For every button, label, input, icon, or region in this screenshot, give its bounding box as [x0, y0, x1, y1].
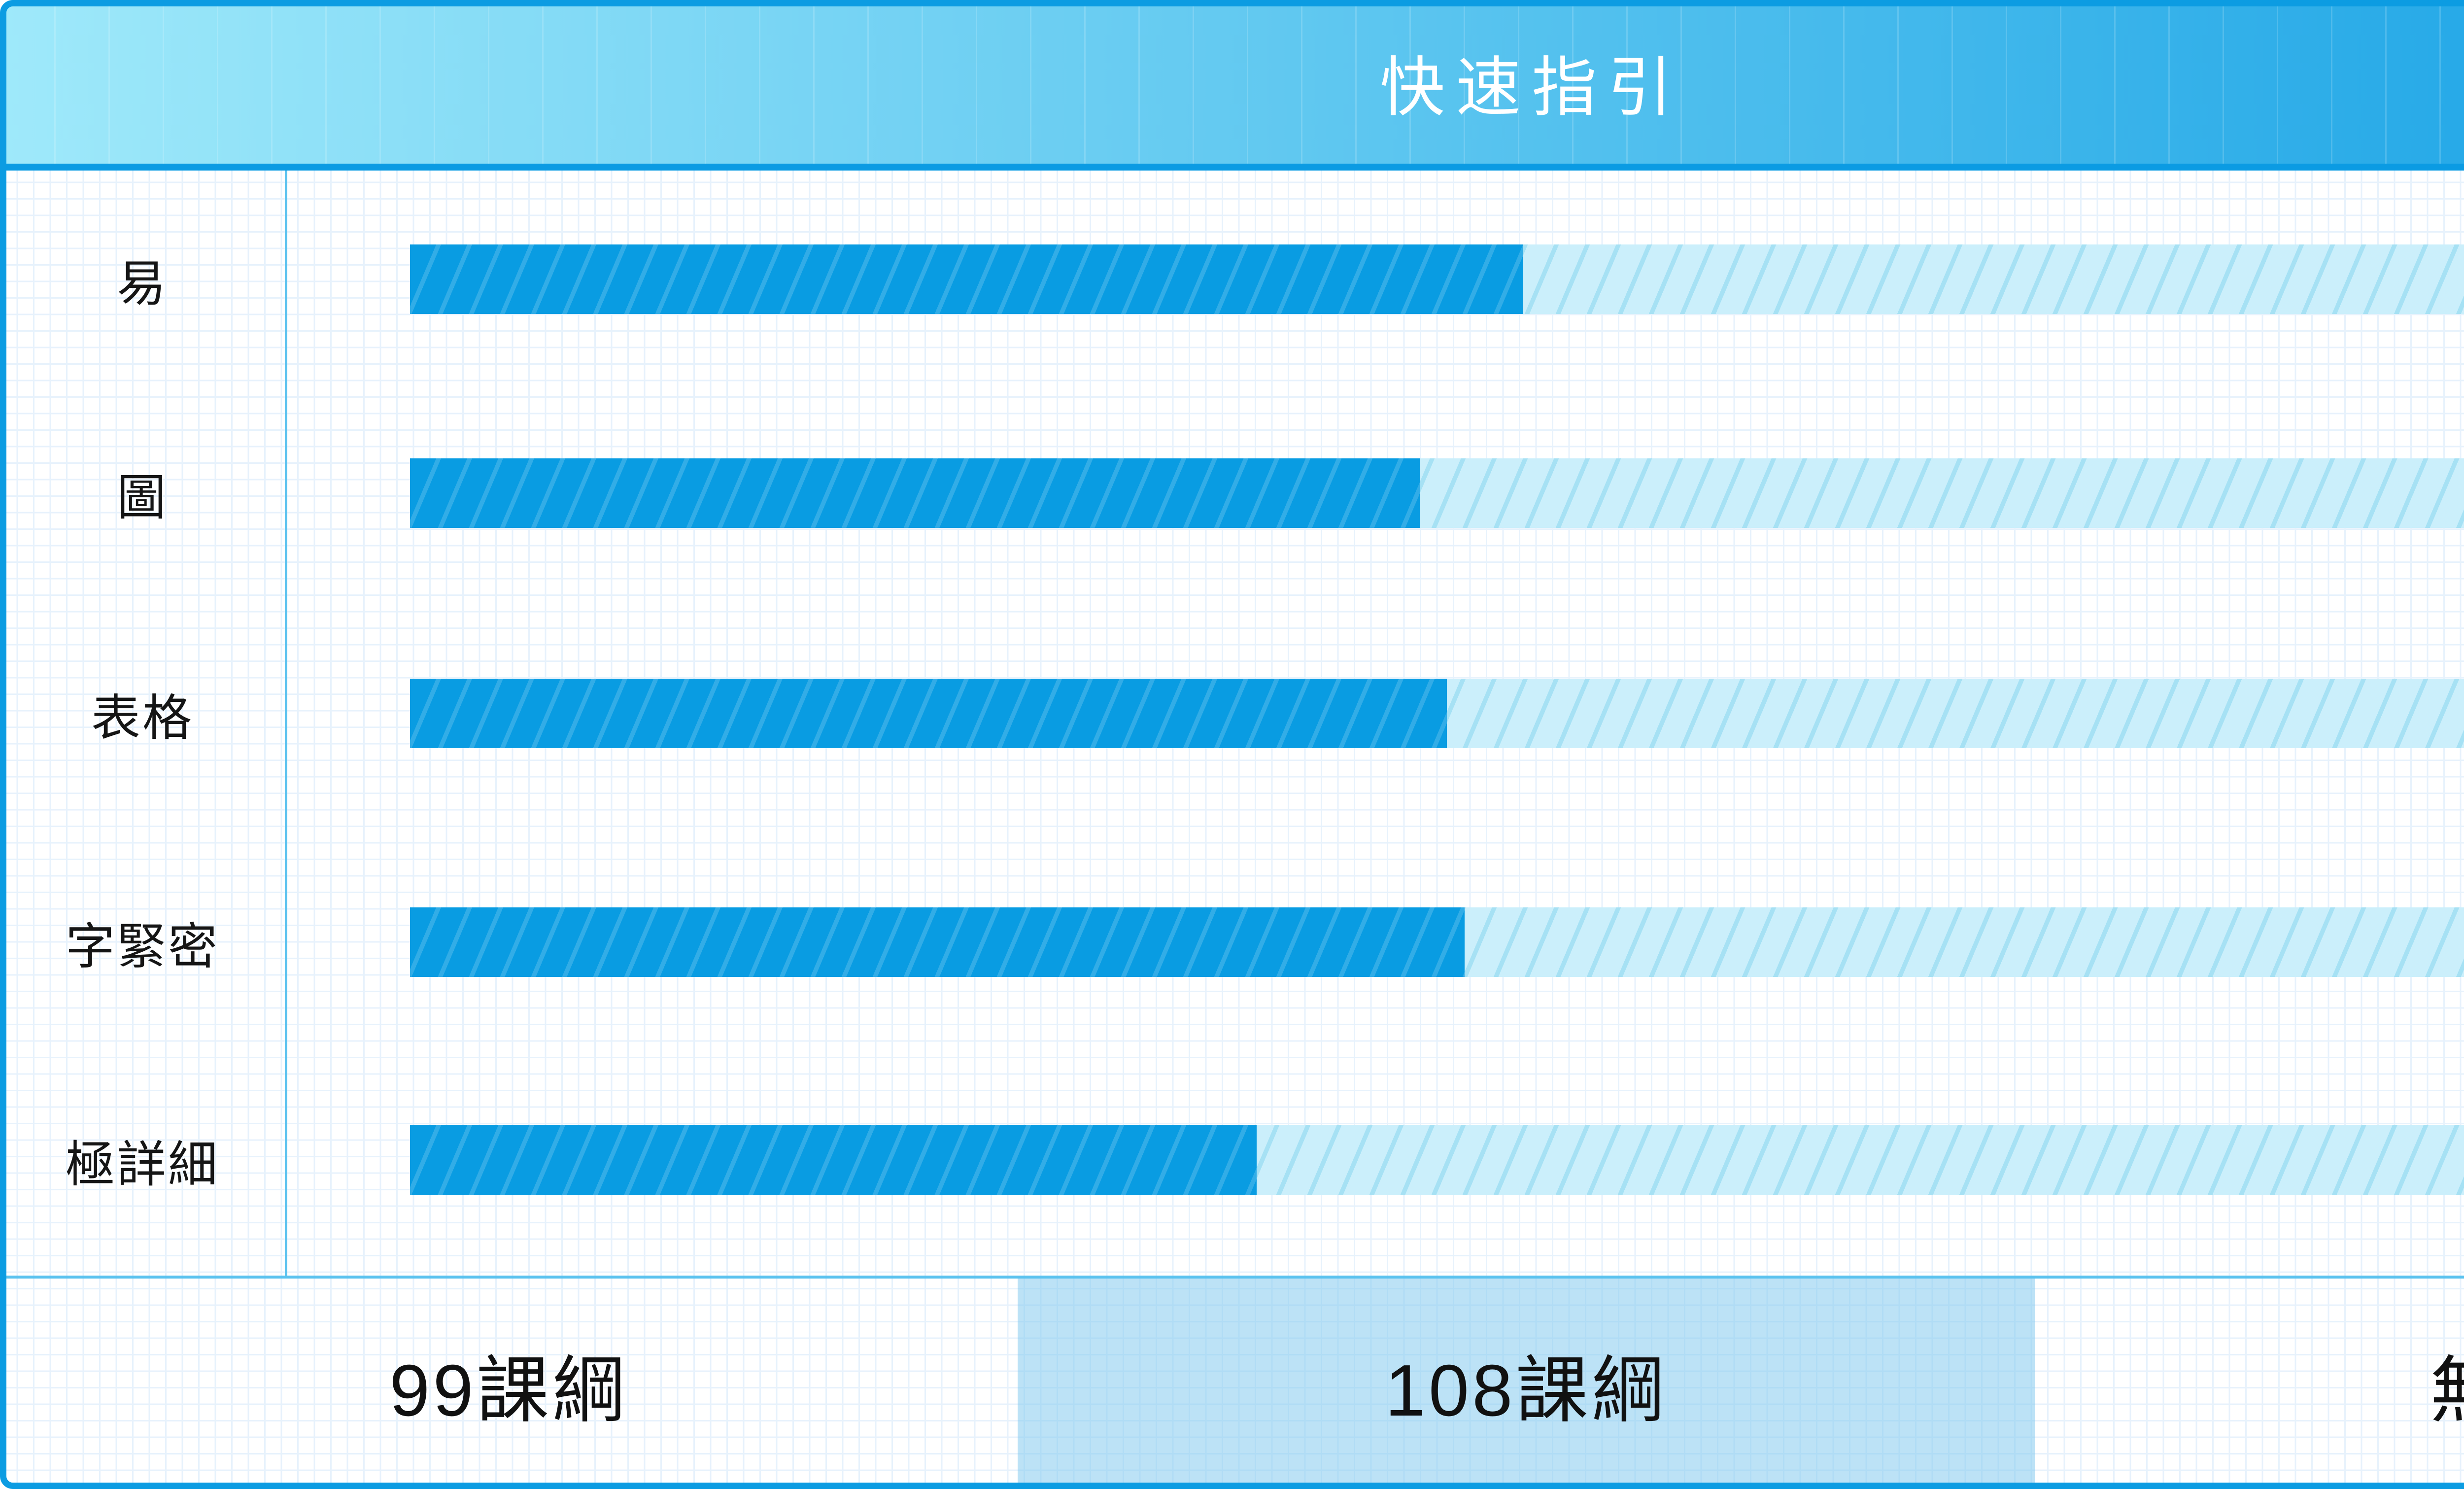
gauge-fill [410, 1125, 1257, 1195]
gauge-track [410, 907, 2464, 977]
left-column-divider [285, 171, 287, 1276]
tab-99-curriculum[interactable]: 99課綱 [389, 1350, 628, 1431]
tab-no-difference[interactable]: 無差異 [2035, 1279, 2464, 1489]
gauge-track [410, 244, 2464, 314]
row-left-label: 極詳細 [66, 1137, 219, 1192]
gauge-track [410, 679, 2464, 748]
gauge-fill [410, 679, 1447, 748]
row-left-label: 圖 [117, 470, 168, 525]
gauge-fill [410, 458, 1420, 528]
gauge-fill [410, 907, 1465, 977]
header: 快速指引 [0, 0, 2464, 171]
row-left-label: 表格 [91, 690, 194, 746]
gauge-fill [410, 244, 1523, 314]
gauge-track [410, 458, 2464, 528]
tab-108-curriculum[interactable]: 108課綱 [1017, 1279, 2035, 1489]
row-left-label: 易 [117, 256, 168, 312]
panel-title: 快速指引 [1380, 51, 1683, 124]
footer-separator [0, 1276, 2464, 1279]
tab-bar: 99課綱 108課綱 無差異 [0, 1279, 2464, 1489]
gauge-track [410, 1125, 2464, 1195]
row-left-label: 字緊密 [66, 919, 219, 974]
